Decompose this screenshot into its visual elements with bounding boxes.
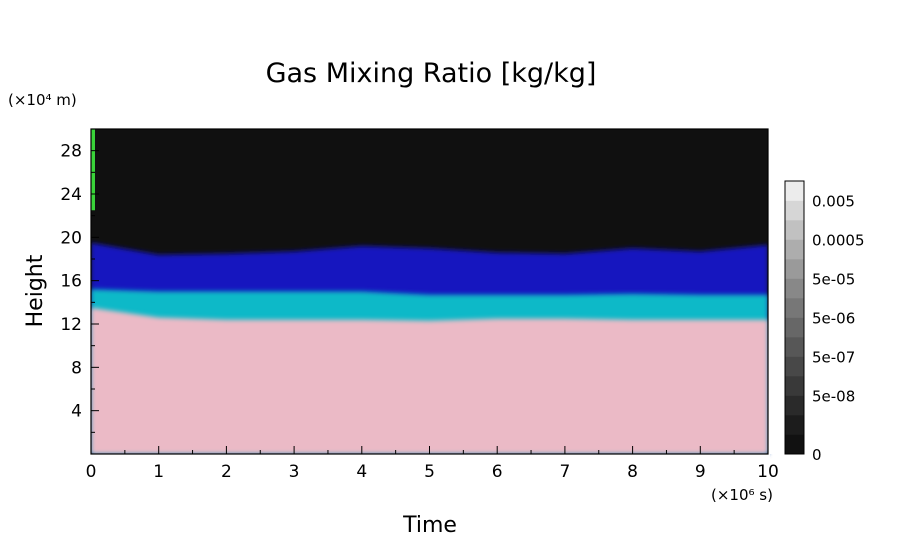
colorbar-swatch (785, 415, 804, 435)
colorbar-swatch (785, 434, 804, 455)
plot-area (0, 128, 776, 460)
x-tick-label: 4 (356, 462, 367, 482)
y-axis: 4 8 12 16 20 24 28 (60, 142, 99, 433)
colorbar-swatch (785, 376, 804, 396)
colorbar-swatch (785, 337, 804, 357)
y-tick-label: 4 (71, 402, 82, 422)
x-tick-label: 5 (424, 462, 435, 482)
colorbar-swatch (785, 278, 804, 299)
colorbar-swatch (785, 200, 804, 221)
colorbar: 0.005 0.0005 5e-05 5e-06 5e-07 5e-08 0 (784, 180, 865, 464)
x-tick-label: 9 (695, 462, 706, 482)
y-tick-label: 16 (60, 272, 82, 292)
colorbar-label: 5e-06 (812, 310, 855, 328)
x-tick-label: 3 (289, 462, 300, 482)
colorbar-label: 0.0005 (812, 232, 865, 250)
y-tick-label: 24 (60, 185, 82, 205)
x-tick-label: 7 (559, 462, 570, 482)
x-tick-label: 1 (153, 462, 164, 482)
x-tick-label: 8 (627, 462, 638, 482)
colorbar-swatch (785, 239, 804, 260)
colorbar-swatch (785, 259, 804, 279)
colorbar-swatch (785, 317, 804, 338)
edge-highlight (91, 129, 95, 211)
y-tick-label: 12 (60, 315, 82, 335)
x-tick-label: 6 (492, 462, 503, 482)
colorbar-swatch (785, 356, 804, 377)
y-tick-label: 28 (60, 142, 82, 162)
colorbar-swatch (785, 298, 804, 318)
y-axis-label: Height (23, 254, 48, 327)
y-tick-label: 20 (60, 228, 82, 248)
y-tick-label: 8 (71, 358, 82, 378)
colorbar-label: 5e-05 (812, 271, 855, 289)
x-axis: 0 1 2 3 4 5 6 7 8 9 10 (86, 446, 779, 482)
y-multiplier: (×10⁴ m) (8, 91, 77, 109)
x-multiplier: (×10⁶ s) (711, 486, 773, 504)
colorbar-swatch (785, 220, 804, 240)
colorbar-frame (784, 180, 805, 455)
colorbar-label: 5e-08 (812, 388, 855, 406)
x-tick-label: 0 (86, 462, 97, 482)
colorbar-swatch (785, 395, 804, 416)
colorbar-label: 0.005 (812, 193, 855, 211)
colorbar-swatch (785, 181, 804, 201)
region-low (91, 307, 768, 454)
x-axis-label: Time (402, 513, 457, 538)
colorbar-label: 5e-07 (812, 349, 855, 367)
chart-title: Gas Mixing Ratio [kg/kg] (266, 58, 597, 89)
x-tick-label: 10 (757, 462, 779, 482)
colorbar-label: 0 (812, 446, 822, 464)
x-tick-label: 2 (221, 462, 232, 482)
